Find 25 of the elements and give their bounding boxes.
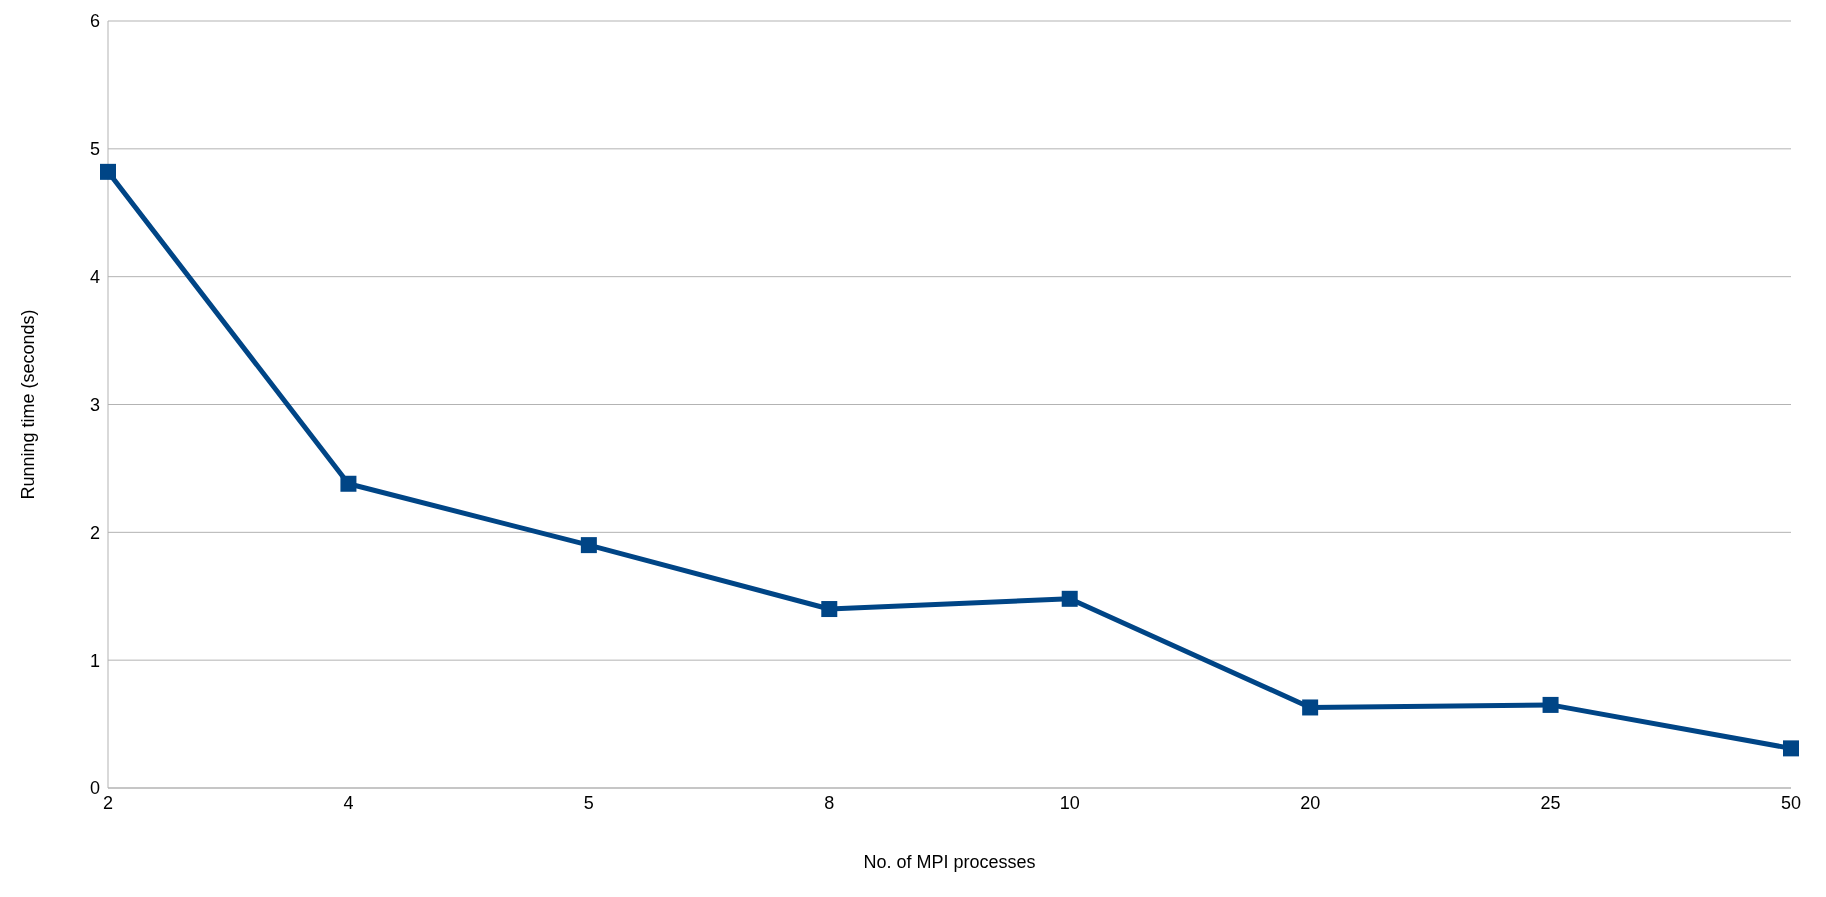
x-axis-title: No. of MPI processes [863, 852, 1036, 872]
x-tick-label: 20 [1300, 792, 1321, 813]
point [1061, 590, 1078, 607]
y-axis-title: Running time (seconds) [18, 309, 39, 500]
x-tick-label: 50 [1780, 792, 1802, 813]
x-tick-label: 4 [343, 792, 354, 813]
y-tick-label: 4 [89, 267, 100, 288]
point [1783, 740, 1799, 757]
x-tick-label: 5 [583, 792, 594, 813]
point [340, 475, 357, 492]
point [1542, 696, 1559, 713]
point [821, 601, 838, 618]
x-tick-label: 2 [102, 792, 114, 813]
y-tick-label: 1 [89, 650, 100, 671]
x-tick-label: 25 [1540, 792, 1561, 813]
point [100, 163, 116, 180]
y-tick-label: 2 [89, 522, 100, 543]
point [580, 537, 597, 554]
y-tick-label: 6 [89, 11, 100, 32]
y-tick-label: 5 [89, 139, 100, 160]
y-tick-label: 0 [89, 778, 100, 799]
y-tick-label: 3 [89, 394, 100, 415]
point [1302, 699, 1319, 716]
x-tick-label: 8 [824, 792, 835, 813]
x-tick-label: 10 [1059, 792, 1080, 813]
